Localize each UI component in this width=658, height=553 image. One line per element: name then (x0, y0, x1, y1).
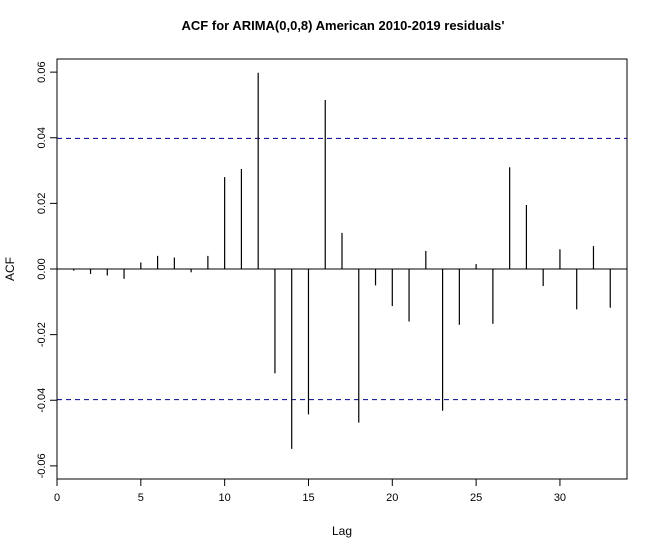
chart-title: ACF for ARIMA(0,0,8) American 2010-2019 … (182, 18, 505, 33)
x-tick-label: 25 (470, 492, 482, 504)
y-tick-label: -0.04 (36, 388, 48, 413)
y-tick-label: 0.04 (36, 127, 48, 148)
y-tick-label: -0.06 (36, 453, 48, 478)
y-tick-label: 0.06 (36, 61, 48, 82)
y-axis: -0.06 -0.04 -0.02 0.00 0.02 0.04 0.06 (36, 61, 58, 478)
x-tick-label: 0 (54, 492, 60, 504)
x-tick-label: 20 (386, 492, 398, 504)
y-tick-label: -0.02 (36, 322, 48, 347)
confidence-bounds (57, 137, 627, 401)
acf-bars (73, 72, 611, 449)
y-tick-label: 0.00 (36, 258, 48, 279)
y-axis-label: ACF (3, 257, 17, 281)
y-tick-label: 0.02 (36, 193, 48, 214)
x-axis: 0 5 10 15 20 25 30 (54, 478, 566, 504)
x-tick-label: 10 (219, 492, 231, 504)
x-tick-label: 15 (302, 492, 314, 504)
x-tick-label: 5 (138, 492, 144, 504)
x-tick-label: 30 (554, 492, 566, 504)
x-axis-label: Lag (332, 524, 352, 538)
